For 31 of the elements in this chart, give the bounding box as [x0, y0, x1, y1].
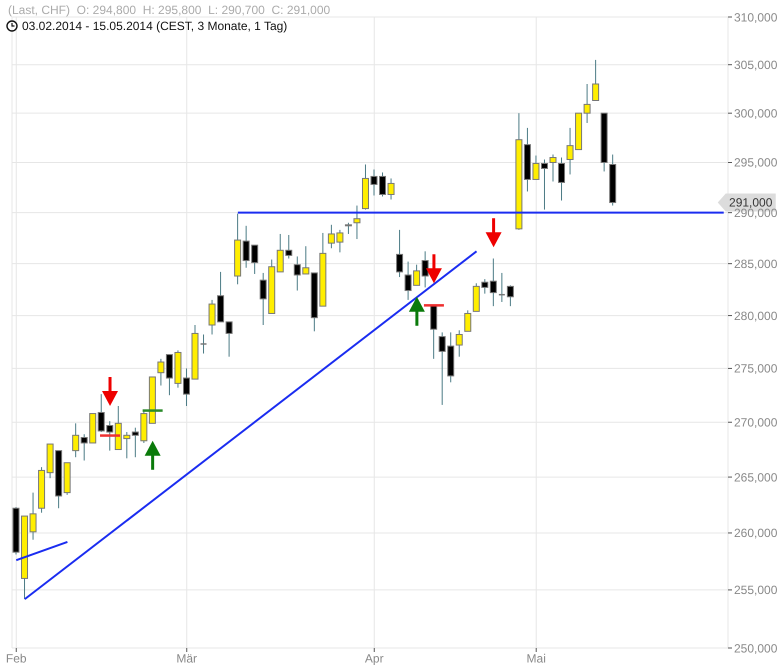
y-tick-label: 255,000 [734, 583, 778, 598]
x-tick-label: Mär [176, 652, 198, 666]
y-tick-label: 280,000 [734, 308, 778, 323]
candlestick [550, 154, 556, 182]
candlestick [498, 272, 506, 302]
y-tick-label: 275,000 [734, 362, 778, 376]
y-tick-label: 300,000 [734, 106, 778, 120]
candlestick [506, 284, 514, 307]
y-tick-label: 265,000 [734, 470, 778, 484]
candlestick [396, 229, 404, 278]
x-tick-label: Mai [526, 652, 546, 666]
y-tick-label: 260,000 [734, 526, 778, 540]
x-tick-label: Feb [6, 652, 27, 666]
y-tick-label: 310,000 [734, 10, 778, 24]
chart-subtitle: 03.02.2014 - 15.05.2014 (CEST, 3 Monate, 1 Tag) [22, 19, 288, 33]
y-tick-label: 305,000 [734, 58, 778, 72]
candlestick [464, 310, 472, 332]
y-tick-label: 295,000 [734, 156, 778, 170]
y-tick-label: 270,000 [734, 416, 778, 430]
y-tick-label: 285,000 [734, 256, 778, 271]
x-tick-label: Apr [364, 652, 384, 666]
candlestick [200, 334, 208, 354]
candlestick [456, 330, 463, 358]
candlestick [344, 222, 352, 234]
candlestick [592, 59, 600, 101]
text: 291,000 [729, 196, 773, 210]
y-tick-label: 250,000 [734, 641, 778, 656]
chart-title: (Last, CHF) O: 294,800 H: 295,800 L: 290,700 C: 291,000 [8, 3, 330, 17]
candlestick [353, 205, 360, 240]
candlestick [285, 234, 292, 260]
candlestick [558, 157, 566, 202]
